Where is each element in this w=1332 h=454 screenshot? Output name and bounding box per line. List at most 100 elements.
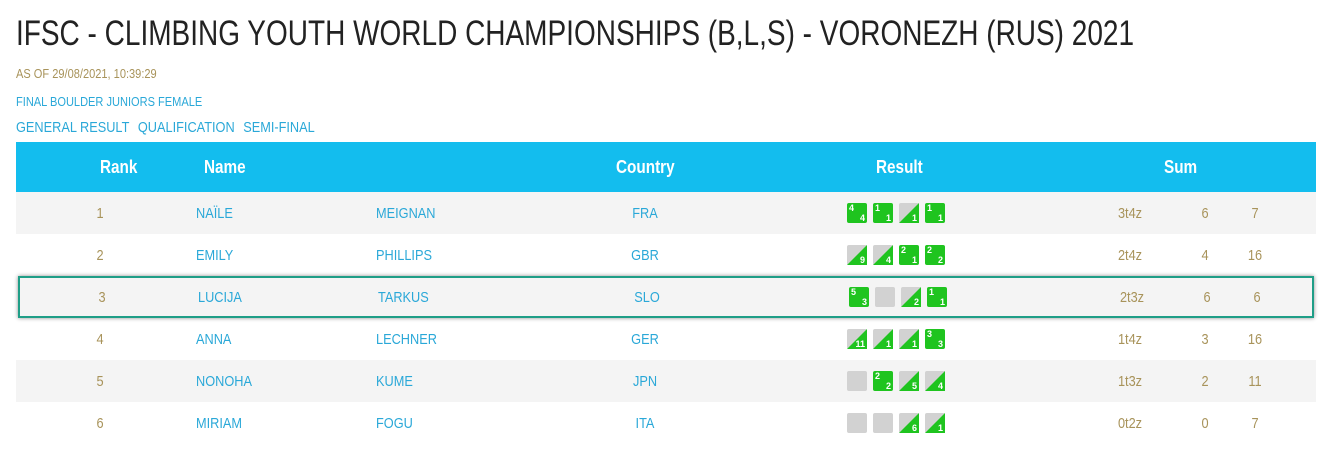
zone-attempts: 3	[938, 339, 943, 349]
column-header: Rank	[100, 157, 138, 177]
boulder-icon: 11	[873, 203, 893, 223]
result-row: 6 MIRIAM FOGU ITA 0t2z 0 7 6 1	[16, 402, 1316, 444]
boulder-icon: 11	[925, 203, 945, 223]
last-name[interactable]: FOGU	[376, 415, 413, 432]
icon-bg	[847, 371, 867, 391]
timestamp: AS OF 29/08/2021, 10:39:29	[16, 66, 157, 81]
boulder-icon: 53	[849, 287, 869, 307]
icon-bg	[927, 287, 947, 307]
boulder-icon: 1	[873, 329, 893, 349]
column-header: Name	[204, 157, 246, 177]
last-name[interactable]: KUME	[376, 373, 413, 390]
zone-attempts: 11	[855, 339, 865, 349]
zone-attempts: 1	[912, 255, 917, 265]
result-row: 4 ANNA LECHNER GER 1t4z 3 16 11 1 1 3 3	[16, 318, 1316, 360]
table-header: Rank Name Country Result Sum	[16, 142, 1316, 192]
tops-zones: 3t4z	[1117, 205, 1143, 222]
tab-link[interactable]: QUALIFICATION	[137, 119, 235, 136]
icon-bg	[899, 245, 919, 265]
tops-zones: 1t4z	[1117, 331, 1143, 348]
zone-fill	[847, 245, 867, 265]
zone-attempts: 5	[912, 381, 917, 391]
country[interactable]: FRA	[632, 205, 658, 222]
icon-bg	[925, 245, 945, 265]
column-header: Country	[616, 157, 675, 177]
boulder-icon	[875, 287, 895, 307]
top-attempts: 2	[901, 245, 906, 255]
tops-zones: 0t2z	[1117, 415, 1143, 432]
top-attempts: 1	[875, 203, 880, 213]
zone-attempts: 2	[886, 381, 891, 391]
country[interactable]: JPN	[632, 373, 658, 390]
event-name: FINAL BOULDER JUNIORS FEMALE	[16, 94, 203, 109]
page-title: IFSC - CLIMBING YOUTH WORLD CHAMPIONSHIP…	[16, 14, 1135, 53]
first-name[interactable]: NAÏLE	[196, 205, 233, 222]
tab-link[interactable]: SEMI-FINAL	[243, 119, 315, 136]
top-attempts: 1	[927, 203, 932, 213]
result-row: 2 EMILY PHILLIPS GBR 2t4z 4 16 9 4 2 1 2 2	[16, 234, 1316, 276]
tops-zones: 1t3z	[1117, 373, 1143, 390]
zone-attempts: 2	[938, 255, 943, 265]
zone-attempts: 11	[1248, 373, 1262, 390]
result-row: 1 NAÏLE MEIGNAN FRA 3t4z 6 7 4 4 1 1 1 1 1	[16, 192, 1316, 234]
zone-attempts: 6	[1253, 289, 1261, 306]
first-name[interactable]: NONOHA	[196, 373, 252, 390]
boulder-icon: 22	[925, 245, 945, 265]
last-name[interactable]: MEIGNAN	[376, 205, 436, 222]
zone-attempts: 4	[938, 381, 943, 391]
icon-bg	[849, 287, 869, 307]
first-name[interactable]: MIRIAM	[196, 415, 243, 432]
boulder-icon: 5	[899, 371, 919, 391]
zone-attempts: 6	[912, 423, 917, 433]
boulder-icon: 2	[901, 287, 921, 307]
zone-attempts: 1	[938, 423, 943, 433]
first-name[interactable]: ANNA	[196, 331, 232, 348]
top-attempts: 6	[1203, 289, 1211, 306]
zone-attempts: 16	[1247, 331, 1263, 348]
tab-link[interactable]: GENERAL RESULT	[16, 119, 130, 136]
tabs: GENERAL RESULT QUALIFICATION SEMI-FINAL	[16, 119, 323, 136]
country[interactable]: SLO	[634, 289, 660, 306]
icon-bg	[925, 203, 945, 223]
first-name[interactable]: LUCIJA	[198, 289, 242, 306]
last-name[interactable]: PHILLIPS	[376, 247, 432, 264]
last-name[interactable]: TARKUS	[378, 289, 429, 306]
zone-fill	[899, 413, 919, 433]
rank: 4	[96, 331, 104, 348]
result-row: 3 LUCIJA TARKUS SLO 2t3z 6 6 5 3 2 1 1	[18, 276, 1314, 318]
zone-fill	[925, 413, 945, 433]
column-header: Sum	[1164, 157, 1198, 177]
zone-fill	[899, 371, 919, 391]
zone-fill	[925, 371, 945, 391]
rank: 1	[96, 205, 104, 222]
zone-attempts: 1	[886, 339, 891, 349]
tops-zones: 2t3z	[1119, 289, 1145, 306]
country[interactable]: GBR	[631, 247, 659, 264]
boulder-icon: 6	[899, 413, 919, 433]
zone-attempts: 9	[860, 255, 865, 265]
tops-zones: 2t4z	[1117, 247, 1143, 264]
icon-bg	[847, 203, 867, 223]
zone-attempts: 16	[1247, 247, 1263, 264]
country[interactable]: GER	[631, 331, 659, 348]
rank: 5	[96, 373, 104, 390]
icon-bg	[873, 413, 893, 433]
icon-bg	[847, 413, 867, 433]
top-attempts: 2	[1201, 373, 1209, 390]
first-name[interactable]: EMILY	[196, 247, 234, 264]
boulder-icon: 4	[925, 371, 945, 391]
top-attempts: 5	[851, 287, 856, 297]
icon-bg	[925, 329, 945, 349]
zone-attempts: 1	[912, 339, 917, 349]
country[interactable]: ITA	[635, 415, 655, 432]
zone-fill	[901, 287, 921, 307]
zone-attempts: 1	[938, 213, 943, 223]
top-attempts: 3	[927, 329, 932, 339]
last-name[interactable]: LECHNER	[376, 331, 437, 348]
boulder-icon: 21	[899, 245, 919, 265]
zone-attempts: 2	[914, 297, 919, 307]
